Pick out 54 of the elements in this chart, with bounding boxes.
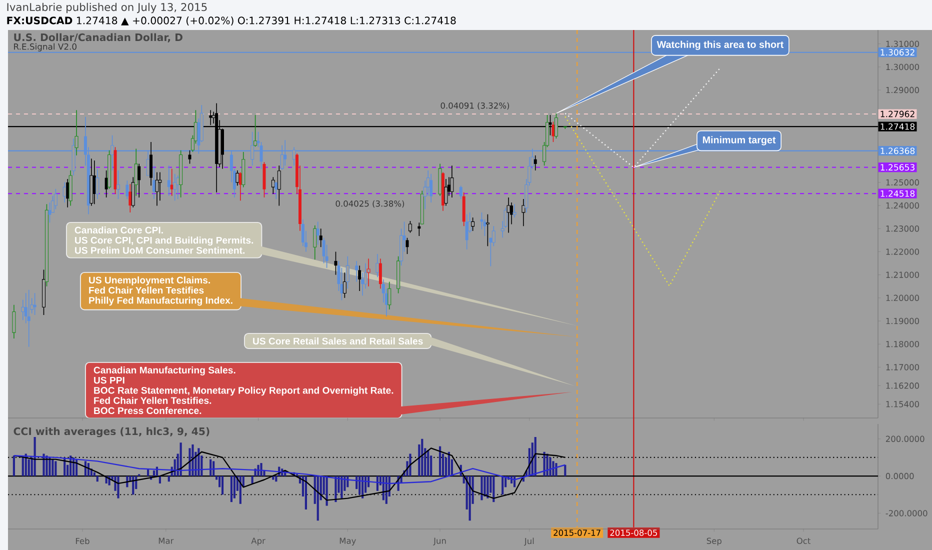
y-tick-label: 1.29000 xyxy=(886,86,920,94)
x-tick-label: Jun xyxy=(433,538,446,546)
y-tick-label: 200.0000 xyxy=(886,436,924,442)
x-tick-label: Mar xyxy=(158,538,174,544)
x-tick-label: Oct xyxy=(796,538,810,544)
annotation: Canadian Manufacturing Sales. xyxy=(94,366,236,376)
y-tick-label: 1.24000 xyxy=(886,202,920,209)
y-tick-label: 1.21000 xyxy=(886,272,920,278)
x-tick-label: Sep xyxy=(706,538,722,546)
annotation: US Core Retail Sales and Retail Sales xyxy=(253,337,423,345)
y-tick-label: -200.0000 xyxy=(886,510,928,516)
chart-title: CCI with averages (11, hlc3, 9, 45) xyxy=(14,427,210,438)
ref-line-label: 1.30632 xyxy=(880,49,914,56)
annotation: Minimum target xyxy=(702,136,776,146)
y-tick-label: 1.31000 xyxy=(886,40,920,47)
y-tick-label: 1.20000 xyxy=(886,294,920,302)
annotation: Fed Chair Yellen Testifies xyxy=(89,286,204,294)
x-tick-label: Feb xyxy=(76,538,90,544)
ref-line-label: 1.26368 xyxy=(880,148,915,154)
y-tick-label: 0.0000 xyxy=(886,472,914,480)
ref-line-label: 1.25653 xyxy=(880,164,914,171)
annotation: BOC Rate Statement, Monetary Policy Report and Overnight Rate. xyxy=(94,386,394,396)
ref-line-label: 1.24518 xyxy=(880,190,915,197)
ref-line-label: 2015-07-17 xyxy=(554,530,600,536)
x-tick-label: May xyxy=(340,538,356,546)
x-tick-label: Apr xyxy=(251,538,266,546)
y-tick-label: 1.18000 xyxy=(886,340,920,348)
ref-line-label: 1.27418 xyxy=(880,123,915,130)
annotation: Fed Chair Yellen Testifies. xyxy=(94,396,212,404)
ref-line-label: 1.27962 xyxy=(880,110,914,118)
annotation: BOC Press Conference. xyxy=(94,406,202,414)
annotation: US Unemployment Claims. xyxy=(89,276,210,286)
y-tick-label: 1.25000 xyxy=(886,179,920,186)
chart-title: U.S. Dollar/Canadian Dollar, D xyxy=(14,33,182,42)
y-tick-label: 1.16200 xyxy=(886,382,920,389)
x-tick-label: Jul xyxy=(524,538,534,546)
y-tick-label: 1.19000 xyxy=(886,318,920,324)
annotation: 0.04025 (3.38%) xyxy=(336,200,404,208)
annotation: Canadian Core CPI. xyxy=(74,226,163,234)
y-tick-label: 1.22000 xyxy=(886,248,920,255)
text: R.E.Signal V2.0 xyxy=(14,43,76,52)
annotation: US Prelim UoM Consumer Sentiment. xyxy=(75,246,244,254)
y-tick-label: 1.23000 xyxy=(886,226,920,232)
text: FX:USDCAD 1.27418 ▲ +0.00027 (+0.02%) O:1.27391 H:1.27418 L:1.27313 C:1.27418 xyxy=(7,16,456,26)
annotation: US PPI xyxy=(94,376,124,384)
annotation: Watching this area to short xyxy=(656,40,784,50)
text: IvanLabrie published on July 13, 2015 xyxy=(7,2,207,14)
y-tick-label: 1.17000 xyxy=(886,364,920,370)
ref-line-label: 2015-08-05 xyxy=(610,530,657,536)
annotation: 0.04091 (3.32%) xyxy=(440,102,510,110)
annotation: US Core CPI, CPI and Building Permits. xyxy=(75,236,254,246)
y-tick-label: 1.30000 xyxy=(886,64,920,70)
annotation: Philly Fed Manufacturing Index. xyxy=(89,296,232,306)
y-tick-label: 1.15400 xyxy=(886,401,920,408)
